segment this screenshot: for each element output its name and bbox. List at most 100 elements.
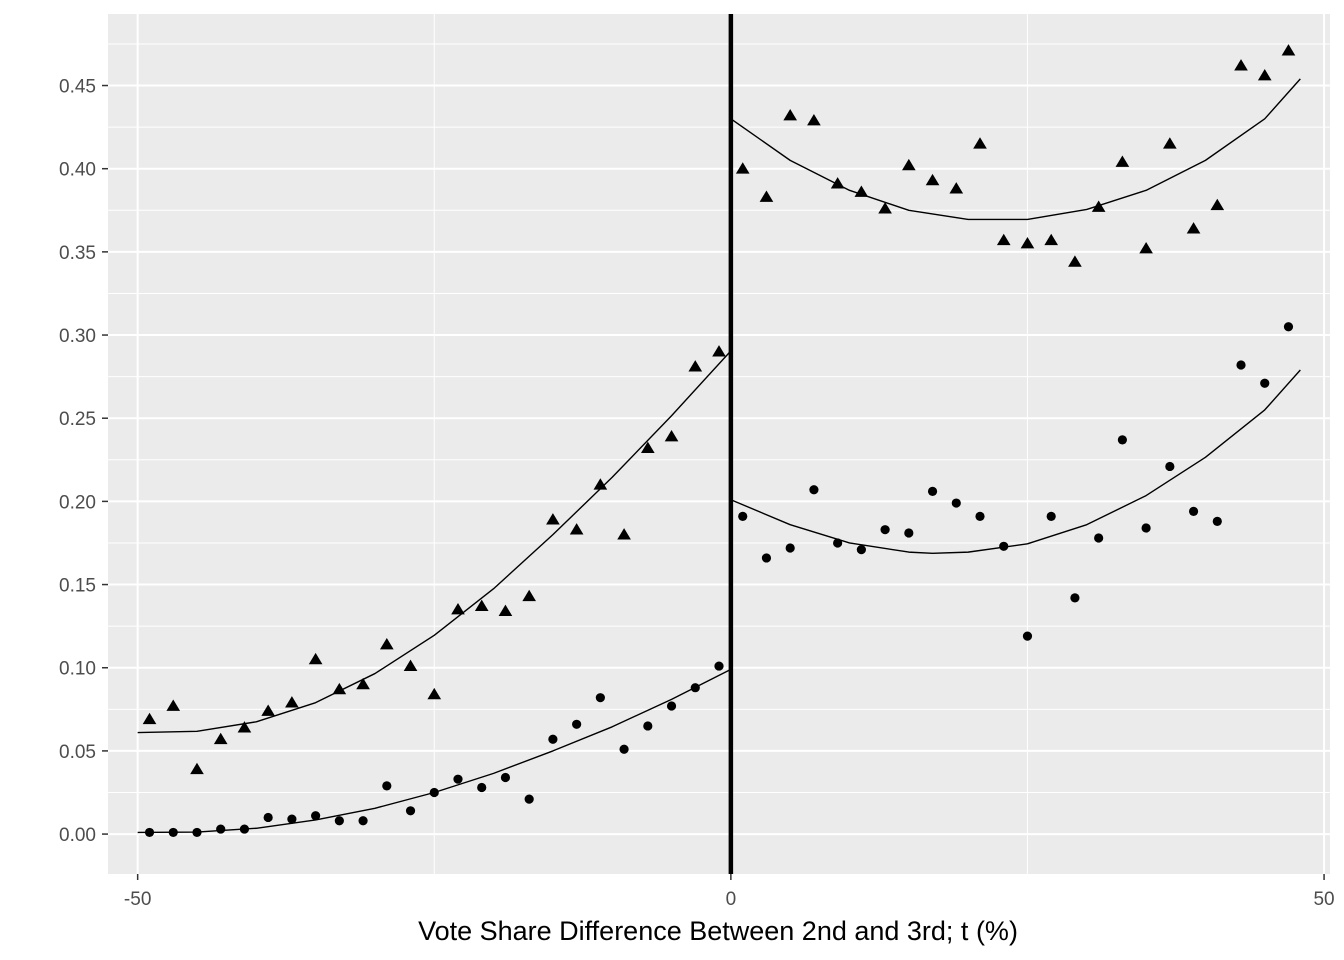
y-axis-ticks: 0.00 0.05 0.10 0.15 0.20 0.25 0.30 0.35 0.40 0.45 [59, 77, 108, 846]
circle-point [690, 683, 700, 693]
circle-point [833, 538, 843, 548]
triangle-point [569, 523, 584, 535]
circle-point [358, 816, 368, 826]
x-tick-label: 50 [1313, 889, 1334, 910]
triangle-point [1210, 198, 1225, 211]
circle-point [453, 774, 463, 784]
circle-point [809, 485, 819, 495]
triangle-point [1281, 44, 1296, 56]
data-points [142, 44, 1296, 838]
circle-point [714, 661, 724, 671]
triangle-point [142, 712, 157, 725]
y-tick-label: 0.35 [59, 243, 96, 264]
circle-point [927, 486, 938, 497]
triangle-point [925, 173, 940, 186]
y-tick-label: 0.40 [59, 160, 96, 181]
circle-point [144, 827, 155, 838]
triangle-point [308, 652, 323, 665]
circle-point [1260, 378, 1270, 388]
x-axis-ticks: -50 0 50 [124, 874, 1335, 910]
triangle-point [213, 732, 228, 745]
triangle-point [522, 589, 536, 602]
circle-point [619, 744, 629, 754]
circle-point [192, 827, 202, 838]
circle-point [263, 812, 273, 823]
circle-point [311, 811, 321, 821]
triangle-point [640, 441, 655, 454]
triangle-point [807, 113, 821, 126]
y-tick-label: 0.25 [59, 409, 96, 430]
circle-point [1094, 533, 1104, 543]
x-tick-label: 0 [726, 889, 737, 910]
circle-point [643, 721, 653, 731]
triangle-point [190, 762, 204, 775]
triangle-point [1234, 59, 1248, 71]
circle-point [1283, 322, 1294, 332]
triangle-point [356, 677, 370, 690]
triangle-point [949, 182, 964, 194]
triangle-point [474, 599, 489, 612]
triangle-point [617, 528, 631, 540]
triangle-point [379, 637, 394, 650]
circle-point [548, 734, 558, 744]
triangle-point [664, 430, 679, 442]
triangle-point [878, 202, 892, 214]
triangle-point [261, 704, 275, 716]
circle-point [1046, 511, 1056, 521]
triangle-fit-left-curve [137, 350, 732, 734]
triangle-point [1115, 155, 1130, 167]
triangle-point [830, 177, 845, 189]
circle-point [951, 498, 961, 508]
circle-point [1070, 593, 1080, 603]
plot-panel [108, 14, 1330, 874]
y-tick-label: 0.10 [59, 659, 96, 680]
circle-point [405, 806, 416, 816]
triangle-point [783, 108, 798, 121]
triangle-point [735, 162, 750, 174]
circle-point [168, 827, 178, 838]
circle-point [572, 719, 582, 729]
circle-point [382, 781, 392, 791]
circle-point [1117, 435, 1127, 445]
triangle-point [902, 158, 916, 171]
triangle-point [1139, 242, 1153, 254]
triangle-point [1020, 237, 1035, 249]
triangle-point [1163, 137, 1177, 149]
circle-point [1188, 506, 1199, 516]
circle-point [1165, 461, 1175, 472]
triangle-point [403, 659, 418, 671]
x-axis-title: Vote Share Difference Between 2nd and 3r… [418, 916, 1018, 946]
y-tick-label: 0.00 [59, 825, 96, 846]
circle-point [880, 525, 890, 535]
circle-point [904, 528, 914, 538]
circle-point [239, 824, 250, 834]
triangle-point [1186, 222, 1201, 234]
circle-point [856, 545, 866, 555]
triangle-point [593, 478, 608, 490]
triangle-point [427, 687, 442, 700]
triangle-point [546, 513, 560, 525]
circle-point [999, 541, 1009, 551]
circle-point [1022, 631, 1033, 641]
y-tick-label: 0.15 [59, 576, 96, 597]
y-tick-label: 0.20 [59, 492, 96, 513]
triangle-point [759, 190, 774, 202]
triangle-point [1091, 200, 1106, 212]
circle-point [287, 814, 297, 824]
triangle-fit-right-curve [730, 78, 1301, 221]
circle-point [216, 824, 226, 834]
y-tick-label: 0.05 [59, 742, 96, 763]
triangle-point [332, 682, 347, 695]
circle-point [785, 543, 795, 553]
triangle-point [237, 721, 252, 733]
circle-point [1212, 516, 1222, 526]
circle-point [334, 816, 344, 826]
circle-point [595, 693, 605, 703]
y-tick-label: 0.45 [59, 77, 96, 98]
circle-point [429, 787, 439, 798]
triangle-point [451, 603, 465, 615]
triangle-point [712, 345, 726, 357]
circle-point [1141, 523, 1151, 533]
circle-point [738, 511, 748, 521]
